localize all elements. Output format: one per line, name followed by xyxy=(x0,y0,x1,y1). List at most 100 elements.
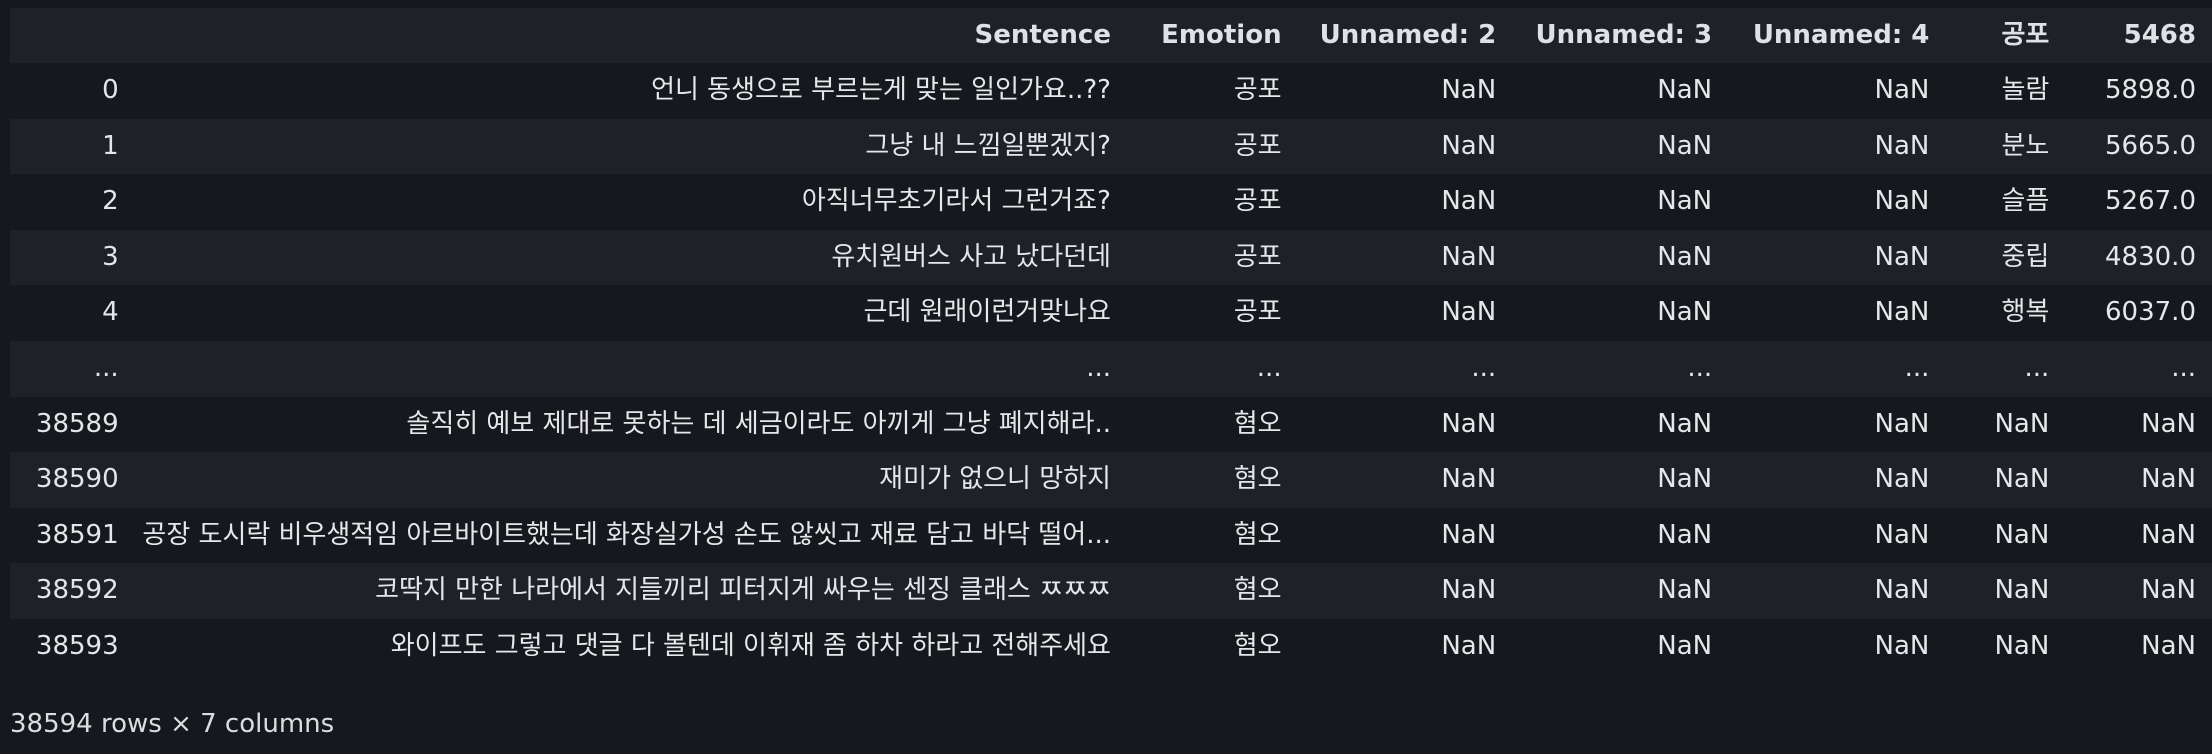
unnamed-4-cell: NaN xyxy=(1874,630,1930,661)
table-row: 3 유치원버스 사고 났다던데 공포 NaN NaN NaN 중립 4830.0 xyxy=(10,229,2212,286)
table-row: 4 근데 원래이런거맞나요 공포 NaN NaN NaN 행복 6037.0 xyxy=(10,285,2212,341)
emotion-cell: 혐오 xyxy=(1233,464,1282,495)
sentence-cell: 재미가 없으니 망하지 xyxy=(879,464,1111,495)
table-header: Sentence Emotion Unnamed: 2 Unnamed: 3 U… xyxy=(10,8,2212,63)
table-row: 38589 솔직히 예보 제대로 못하는 데 세금이라도 아끼게 그냥 폐지해라.… xyxy=(10,396,2212,453)
row-index: 2 xyxy=(102,186,119,217)
emotion-cell: 공포 xyxy=(1233,297,1282,328)
sentence-cell: 와이프도 그렇고 댓글 다 볼텐데 이휘재 좀 하차 하라고 전해주세요 xyxy=(390,630,1111,661)
dataframe-summary: 38594 rows × 7 columns xyxy=(10,709,335,739)
fear-col-cell: 행복 xyxy=(2001,297,2050,328)
unnamed-2-cell: NaN xyxy=(1441,464,1497,495)
count-col-cell: 5665.0 xyxy=(2105,130,2196,161)
unnamed-3-cell: NaN xyxy=(1657,408,1713,439)
header-unnamed-3: Unnamed: 3 xyxy=(1535,20,1713,50)
emotion-cell: 공포 xyxy=(1233,241,1282,272)
row-index: 38591 xyxy=(35,519,119,550)
emotion-cell: 혐오 xyxy=(1233,630,1282,661)
count-col-cell: 4830.0 xyxy=(2105,241,2196,272)
header-fear: 공포 xyxy=(2001,20,2050,50)
unnamed-2-cell: NaN xyxy=(1441,575,1497,606)
unnamed-3-cell: NaN xyxy=(1657,186,1713,217)
fear-col-cell: ... xyxy=(2024,352,2050,383)
unnamed-4-cell: NaN xyxy=(1874,575,1930,606)
unnamed-2-cell: NaN xyxy=(1441,241,1497,272)
unnamed-3-cell: NaN xyxy=(1657,519,1713,550)
count-col-cell: NaN xyxy=(2141,464,2196,495)
unnamed-4-cell: NaN xyxy=(1874,75,1930,105)
emotion-cell: 공포 xyxy=(1233,186,1282,217)
unnamed-4-cell: NaN xyxy=(1874,408,1930,439)
header-emotion: Emotion xyxy=(1161,20,1282,50)
fear-col-cell: 중립 xyxy=(2001,241,2050,272)
unnamed-3-cell: NaN xyxy=(1657,630,1713,661)
unnamed-2-cell: ... xyxy=(1471,352,1497,383)
count-col-cell: NaN xyxy=(2141,519,2196,550)
unnamed-2-cell: NaN xyxy=(1441,130,1497,161)
fear-col-cell: NaN xyxy=(1994,464,2050,495)
sentence-cell: ... xyxy=(1086,352,1111,383)
table-row: 38590 재미가 없으니 망하지 혐오 NaN NaN NaN NaN NaN xyxy=(10,452,2212,508)
table-row: ........................ xyxy=(10,340,2212,397)
fear-col-cell: 슬픔 xyxy=(2001,186,2050,217)
unnamed-4-cell: NaN xyxy=(1874,130,1930,161)
header-sentence: Sentence xyxy=(974,20,1111,50)
unnamed-3-cell: NaN xyxy=(1657,130,1713,161)
sentence-cell: 그냥 내 느낌일뿐겠지? xyxy=(865,130,1111,161)
row-index: 4 xyxy=(102,297,119,328)
unnamed-3-cell: NaN xyxy=(1657,241,1713,272)
fear-col-cell: 놀람 xyxy=(2001,75,2050,105)
unnamed-3-cell: NaN xyxy=(1657,464,1713,495)
table-row: 38591 공장 도시락 비우생적임 아르바이트했는데 화장실가성 손도 않씻고 … xyxy=(10,507,2212,564)
row-index: 38592 xyxy=(35,575,119,606)
row-index: 1 xyxy=(102,130,119,161)
fear-col-cell: NaN xyxy=(1994,519,2050,550)
fear-col-cell: NaN xyxy=(1994,408,2050,439)
row-index: 38589 xyxy=(35,408,119,439)
table-row: 38593 와이프도 그렇고 댓글 다 볼텐데 이휘재 좀 하차 하라고 전해주세… xyxy=(10,618,2212,675)
count-col-cell: NaN xyxy=(2141,575,2196,606)
count-col-cell: 5898.0 xyxy=(2105,75,2196,105)
header-row: Sentence Emotion Unnamed: 2 Unnamed: 3 U… xyxy=(10,8,2212,63)
table-row: 1 그냥 내 느낌일뿐겠지? 공포 NaN NaN NaN 분노 5665.0 xyxy=(10,118,2212,175)
unnamed-3-cell: ... xyxy=(1687,352,1713,383)
count-col-cell: NaN xyxy=(2141,630,2196,661)
unnamed-2-cell: NaN xyxy=(1441,519,1497,550)
row-index: 0 xyxy=(102,75,119,105)
sentence-cell: 솔직히 예보 제대로 못하는 데 세금이라도 아끼게 그냥 폐지해라.. xyxy=(406,408,1111,439)
unnamed-3-cell: NaN xyxy=(1657,75,1713,105)
fear-col-cell: 분노 xyxy=(2001,130,2050,161)
header-unnamed-4: Unnamed: 4 xyxy=(1752,20,1930,50)
emotion-cell: 공포 xyxy=(1233,130,1282,161)
unnamed-4-cell: NaN xyxy=(1874,186,1930,217)
unnamed-4-cell: ... xyxy=(1904,352,1930,383)
count-col-cell: 5267.0 xyxy=(2105,186,2196,217)
emotion-cell: 혐오 xyxy=(1233,519,1282,550)
unnamed-2-cell: NaN xyxy=(1441,75,1497,105)
unnamed-2-cell: NaN xyxy=(1441,297,1497,328)
table-row: 0 언니 동생으로 부르는게 맞는 일인가요..?? 공포 NaN NaN NaN 놀람 58… xyxy=(10,63,2212,119)
emotion-cell: 혐오 xyxy=(1233,408,1282,439)
count-col-cell: 6037.0 xyxy=(2105,297,2196,328)
header-5468: 5468 xyxy=(2123,20,2196,50)
fear-col-cell: NaN xyxy=(1994,575,2050,606)
dataframe-table: Sentence Emotion Unnamed: 2 Unnamed: 3 U… xyxy=(10,8,2212,675)
emotion-cell: 혐오 xyxy=(1233,575,1282,606)
unnamed-4-cell: NaN xyxy=(1874,241,1930,272)
row-index: 3 xyxy=(102,241,119,272)
unnamed-3-cell: NaN xyxy=(1657,575,1713,606)
sentence-cell: 유치원버스 사고 났다던데 xyxy=(831,241,1111,272)
fear-col-cell: NaN xyxy=(1994,630,2050,661)
sentence-cell: 언니 동생으로 부르는게 맞는 일인가요..?? xyxy=(651,75,1111,105)
header-index xyxy=(10,8,137,63)
unnamed-3-cell: NaN xyxy=(1657,297,1713,328)
count-col-cell: NaN xyxy=(2141,408,2196,439)
table-row: 38592 코딱지 만한 나라에서 지들끼리 피터지게 싸우는 센징 클래스 ㅉㅉ… xyxy=(10,563,2212,619)
sentence-cell: 근데 원래이런거맞나요 xyxy=(863,297,1111,328)
sentence-cell: 아직너무초기라서 그런거죠? xyxy=(801,186,1111,217)
unnamed-4-cell: NaN xyxy=(1874,464,1930,495)
unnamed-4-cell: NaN xyxy=(1874,297,1930,328)
unnamed-2-cell: NaN xyxy=(1441,408,1497,439)
unnamed-4-cell: NaN xyxy=(1874,519,1930,550)
